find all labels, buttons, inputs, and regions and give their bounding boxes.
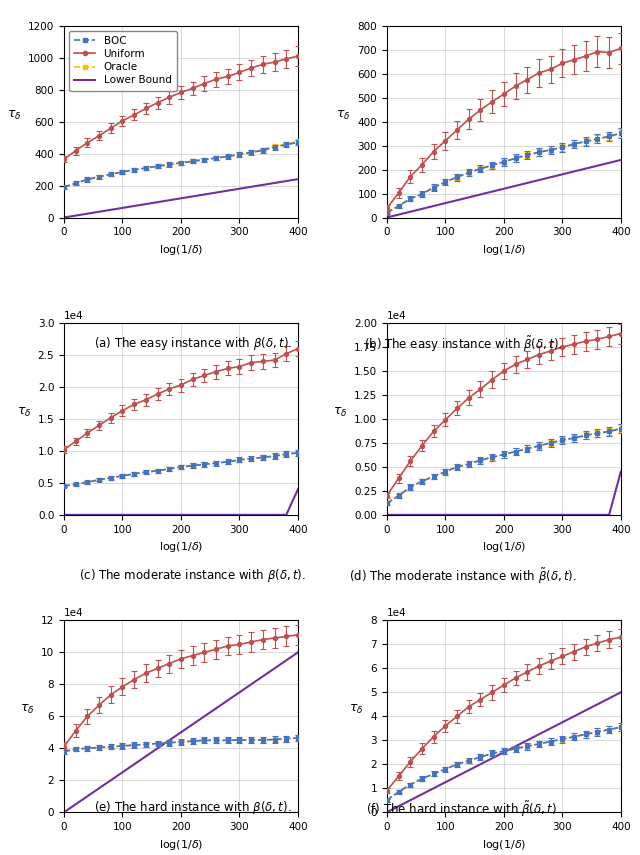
Text: (a) The easy instance with $\beta(\delta,t)$.: (a) The easy instance with $\beta(\delta… [93, 334, 292, 351]
Y-axis label: $\tau_\delta$: $\tau_\delta$ [7, 109, 21, 121]
Y-axis label: $\tau_\delta$: $\tau_\delta$ [349, 703, 364, 716]
X-axis label: log(1/$\delta$): log(1/$\delta$) [482, 540, 526, 554]
X-axis label: log(1/$\delta$): log(1/$\delta$) [482, 243, 526, 256]
Legend: BOC, Uniform, Oracle, Lower Bound: BOC, Uniform, Oracle, Lower Bound [69, 31, 177, 91]
Y-axis label: $\tau_\delta$: $\tau_\delta$ [17, 406, 31, 419]
Y-axis label: $\tau_\delta$: $\tau_\delta$ [337, 109, 351, 121]
Y-axis label: $\tau_\delta$: $\tau_\delta$ [20, 703, 35, 716]
Text: (c) The moderate instance with $\beta(\delta,t)$.: (c) The moderate instance with $\beta(\d… [79, 567, 307, 584]
X-axis label: log(1/$\delta$): log(1/$\delta$) [159, 243, 203, 256]
X-axis label: log(1/$\delta$): log(1/$\delta$) [482, 838, 526, 852]
Text: (e) The hard instance with $\beta(\delta,t)$.: (e) The hard instance with $\beta(\delta… [94, 799, 291, 817]
X-axis label: log(1/$\delta$): log(1/$\delta$) [159, 838, 203, 852]
Text: (f) The hard instance with $\tilde{\beta}(\delta,t)$.: (f) The hard instance with $\tilde{\beta… [366, 799, 561, 819]
Y-axis label: $\tau_\delta$: $\tau_\delta$ [333, 406, 348, 419]
X-axis label: log(1/$\delta$): log(1/$\delta$) [159, 540, 203, 554]
Text: (d) The moderate instance with $\tilde{\beta}(\delta,t)$.: (d) The moderate instance with $\tilde{\… [349, 567, 577, 587]
Text: (b) The easy instance with $\tilde{\beta}(\delta,t)$.: (b) The easy instance with $\tilde{\beta… [364, 334, 563, 354]
